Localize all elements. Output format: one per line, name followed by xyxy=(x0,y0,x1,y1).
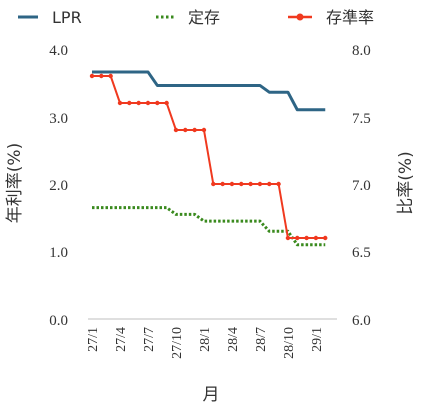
plot-area xyxy=(89,70,328,247)
y-tick-left-4: 4.0 xyxy=(49,43,68,59)
reserve-ratio-point xyxy=(313,235,319,241)
x-tick-label: 28/10 xyxy=(282,327,297,359)
x-axis-title: 月 xyxy=(203,385,220,405)
reserve-ratio-point xyxy=(173,127,179,133)
reserve-ratio-point xyxy=(201,127,207,133)
reserve-ratio-point xyxy=(267,181,272,187)
y-axis-right: 6.0 6.5 7.0 7.5 8.0 xyxy=(352,43,371,329)
x-tick-label: 28/7 xyxy=(254,327,269,352)
reserve-ratio-point xyxy=(136,100,141,106)
legend-marker-reserve-ratio xyxy=(296,13,304,21)
legend-label-reserve-ratio: 存準率 xyxy=(326,8,374,27)
y-axis-left-title: 年利率(%) xyxy=(5,143,25,223)
reserve-ratio-point xyxy=(229,181,235,187)
reserve-ratio-point xyxy=(183,127,188,133)
reserve-ratio-point xyxy=(145,100,151,106)
reserve-ratio-point xyxy=(108,73,113,79)
series-line-reserve-ratio xyxy=(92,75,326,239)
y-tick-right-0: 6.0 xyxy=(352,313,371,329)
reserve-ratio-point xyxy=(285,235,291,241)
y-axis-right-title: 比率(%) xyxy=(396,151,416,214)
reserve-ratio-point xyxy=(117,100,123,106)
reserve-ratio-point xyxy=(304,235,309,241)
y-tick-right-3: 7.5 xyxy=(352,111,371,127)
x-tick-label: 27/7 xyxy=(142,327,157,352)
reserve-ratio-point xyxy=(323,235,328,241)
reserve-ratio-point xyxy=(220,181,225,187)
reserve-ratio-point xyxy=(295,235,300,241)
x-tick-label: 29/1 xyxy=(310,327,325,352)
reserve-ratio-point xyxy=(239,181,244,187)
reserve-ratio-point xyxy=(276,181,281,187)
legend-label-time-deposit: 定存 xyxy=(188,8,220,27)
x-axis: 27/1 27/4 27/7 27/10 28/1 28/4 28/7 28/10 29/1 xyxy=(86,327,325,359)
x-tick-label: 27/4 xyxy=(114,327,129,352)
reserve-ratio-point xyxy=(257,181,263,187)
reserve-ratio-point xyxy=(248,181,253,187)
reserve-ratio-point xyxy=(192,127,197,133)
y-tick-right-2: 7.0 xyxy=(352,178,371,194)
x-tick-label: 28/1 xyxy=(198,327,213,352)
reserve-ratio-point xyxy=(211,181,216,187)
reserve-ratio-point xyxy=(89,73,95,79)
y-tick-right-4: 8.0 xyxy=(352,43,371,59)
y-axis-left: 0.0 1.0 2.0 3.0 4.0 xyxy=(49,43,68,329)
legend: LPR 定存 存準率 xyxy=(18,8,374,27)
x-tick-label: 27/1 xyxy=(86,327,101,352)
series-line-lpr xyxy=(92,70,326,112)
reserve-ratio-point xyxy=(127,100,132,106)
x-tick-label: 28/4 xyxy=(226,327,241,352)
reserve-ratio-point xyxy=(155,100,160,106)
y-tick-left-1: 1.0 xyxy=(49,245,68,261)
y-tick-right-1: 6.5 xyxy=(352,245,371,261)
series-line-time-deposit xyxy=(92,206,326,247)
y-tick-left-2: 2.0 xyxy=(49,178,68,194)
reserve-ratio-point xyxy=(164,100,169,106)
legend-label-lpr: LPR xyxy=(52,8,82,27)
reserve-ratio-point xyxy=(99,73,104,79)
x-tick-label: 27/10 xyxy=(170,327,185,359)
y-tick-left-3: 3.0 xyxy=(49,111,68,127)
y-tick-left-0: 0.0 xyxy=(49,313,68,329)
